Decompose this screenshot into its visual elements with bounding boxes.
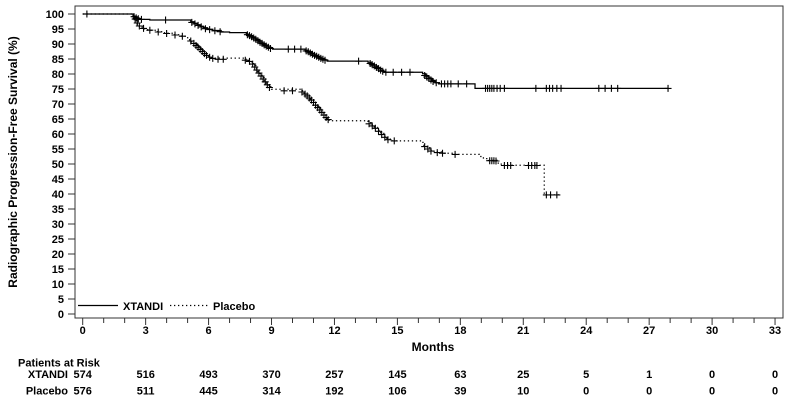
risk-value: 0 — [709, 369, 715, 381]
risk-value: 145 — [388, 369, 406, 381]
risk-value: 0 — [646, 386, 652, 398]
x-axis-title: Months — [412, 340, 455, 354]
survival-curves — [82, 10, 672, 199]
y-tick-label: 85 — [52, 54, 64, 66]
y-axis-title: Radiographic Progression-Free Survival (… — [6, 36, 20, 287]
risk-value: 314 — [262, 386, 281, 398]
risk-value: 25 — [517, 369, 529, 381]
risk-value: 5 — [583, 369, 589, 381]
risk-value: 0 — [772, 386, 778, 398]
survival-curve-xtandi — [82, 13, 669, 90]
y-tick-label: 5 — [58, 294, 64, 306]
y-tick-label: 35 — [52, 204, 64, 216]
y-tick-label: 95 — [52, 24, 64, 36]
y-tick-label: 30 — [52, 219, 64, 231]
risk-row-label: Placebo — [26, 386, 68, 398]
risk-row-label: XTANDI — [28, 369, 68, 381]
y-tick-label: 90 — [52, 39, 64, 51]
risk-value: 0 — [772, 369, 778, 381]
legend: XTANDI Placebo — [78, 301, 255, 313]
risk-value: 0 — [583, 386, 589, 398]
risk-value: 574 — [74, 369, 93, 381]
risk-value: 516 — [136, 369, 154, 381]
risk-value: 511 — [137, 386, 155, 398]
y-tick-label: 10 — [52, 279, 64, 291]
x-tick-label: 15 — [391, 325, 403, 337]
patients-at-risk-title: Patients at Risk — [18, 358, 101, 370]
x-axis-ticks: 0 3 6 9 12 15 18 21 24 27 30 33 — [80, 318, 781, 337]
y-tick-label: 50 — [52, 159, 64, 171]
y-tick-label: 0 — [58, 309, 64, 321]
y-tick-label: 60 — [52, 129, 64, 141]
y-axis-ticks: 0 5 10 15 20 25 30 35 40 45 50 55 60 65 70 75 80 85 90 95 10… — [46, 9, 75, 321]
y-tick-label: 15 — [52, 264, 64, 276]
censor-marks-xtandi — [83, 10, 672, 92]
risk-value: 63 — [454, 369, 466, 381]
y-tick-label: 40 — [52, 189, 64, 201]
censor-marks-placebo — [131, 15, 561, 199]
plot-frame — [74, 5, 784, 319]
y-tick-label: 65 — [52, 114, 64, 126]
risk-value: 370 — [262, 369, 280, 381]
x-tick-label: 18 — [454, 325, 466, 337]
y-tick-label: 75 — [52, 84, 64, 96]
y-tick-label: 100 — [46, 9, 64, 21]
legend-label-xtandi: XTANDI — [123, 301, 163, 313]
y-tick-label: 55 — [52, 144, 64, 156]
risk-value: 493 — [199, 369, 217, 381]
risk-value: 1 — [646, 369, 652, 381]
x-tick-label: 3 — [143, 325, 149, 337]
x-tick-label: 21 — [517, 325, 529, 337]
y-tick-label: 45 — [52, 174, 64, 186]
x-tick-label: 6 — [206, 325, 212, 337]
x-tick-label: 30 — [706, 325, 718, 337]
x-tick-label: 12 — [328, 325, 340, 337]
risk-value: 192 — [325, 386, 343, 398]
x-tick-label: 33 — [769, 325, 781, 337]
risk-value: 445 — [199, 386, 217, 398]
y-tick-label: 70 — [52, 99, 64, 111]
risk-value: 257 — [325, 369, 343, 381]
y-tick-label: 20 — [52, 249, 64, 261]
x-tick-label: 0 — [80, 325, 86, 337]
risk-value: 10 — [517, 386, 529, 398]
x-tick-label: 27 — [643, 325, 655, 337]
x-tick-label: 24 — [580, 325, 593, 337]
legend-label-placebo: Placebo — [213, 301, 255, 313]
risk-value: 106 — [388, 386, 406, 398]
survival-curve-placebo — [82, 13, 562, 196]
risk-value: 576 — [74, 386, 92, 398]
risk-value: 39 — [454, 386, 466, 398]
x-tick-label: 9 — [268, 325, 274, 337]
risk-value: 0 — [709, 386, 715, 398]
y-tick-label: 25 — [52, 234, 64, 246]
y-tick-label: 80 — [52, 69, 64, 81]
